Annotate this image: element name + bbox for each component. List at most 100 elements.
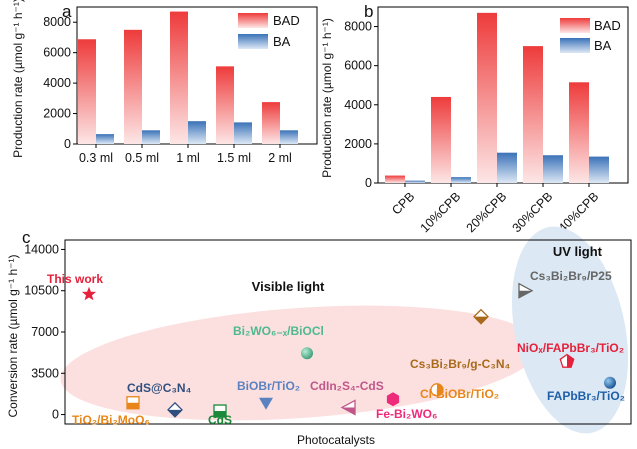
panel-a-legend: BAD BA — [238, 13, 300, 49]
marker-fill — [474, 316, 488, 324]
panel-a-ylabel: Production rate (µmol g⁻¹ h⁻¹) — [11, 0, 25, 158]
bar-ba-1 — [142, 130, 160, 144]
panel-b-ylabel: Production rate (µmol g⁻¹ h⁻¹) — [320, 18, 334, 178]
point-this-work: This work — [47, 272, 103, 301]
label-fe-bi-wo: Fe-Bi₂WO₆ — [376, 407, 437, 421]
bar-bad-4 — [262, 102, 280, 144]
panel-c-xlabel: Photocatalysts — [297, 433, 375, 447]
label-fapbbr-tio: FAPbBr₃/TiO₂ — [547, 389, 625, 403]
point-nio-fapbbr-tio: NiOₓ/FAPbBr₃/TiO₂ — [517, 341, 624, 368]
y-tick-label: 8000 — [43, 15, 71, 29]
uv-light-region — [511, 226, 629, 434]
bar-bad-3 — [216, 66, 234, 144]
y-tick-label: 0 — [64, 137, 71, 151]
visible-light-label: Visible light — [252, 279, 325, 294]
marker-hexagon — [386, 392, 400, 407]
point-fapbbr-tio: FAPbBr₃/TiO₂ — [547, 376, 625, 403]
y-tick-label: 4000 — [344, 98, 372, 112]
marker-fill — [214, 411, 226, 418]
y-tick-label: 3500 — [31, 366, 59, 380]
bar-bad-0 — [78, 39, 96, 144]
panel-c-chart: 0 3500 7000 10500 14000 Conversion rate (µmo… — [6, 226, 632, 447]
panel-a-legend-swatch-ba — [238, 34, 268, 49]
y-tick-label: 10500 — [24, 284, 59, 298]
y-tick-label: 4000 — [43, 76, 71, 90]
label-bi-wo-biocl: Bi₂WO₆₋ₓ/BiOCl — [233, 324, 324, 338]
panel-a-legend-ba: BA — [273, 34, 291, 49]
y-tick-label: 2000 — [344, 137, 372, 151]
x-tick-label: 1 ml — [176, 151, 200, 165]
x-tick-label: 2 ml — [268, 151, 292, 165]
bar-ba-2 — [188, 121, 206, 144]
y-tick-label: 0 — [52, 408, 59, 422]
panel-letter-b: b — [364, 2, 373, 21]
label-biobr-tio: BiOBr/TiO₂ — [237, 379, 300, 393]
bar-ba-4 — [280, 130, 298, 144]
bar-ba-0 — [405, 180, 425, 183]
label-cs-bi-br-p25: Cs₃Bi₂Br₉/P25 — [530, 269, 612, 283]
y-tick-label: 0 — [365, 176, 372, 190]
panel-letter-c: c — [22, 228, 31, 247]
marker-triangle — [259, 397, 273, 410]
x-tick-label: 1.5 ml — [217, 151, 251, 165]
bar-ba-4 — [589, 156, 609, 183]
bar-ba-3 — [234, 122, 252, 144]
label-cds: CdS — [208, 413, 232, 427]
y-tick-label: 2000 — [43, 107, 71, 121]
point-biobr-tio: BiOBr/TiO₂ — [237, 379, 300, 410]
point-cs-bi-br-p25: Cs₃Bi₂Br₉/P25 — [518, 269, 612, 299]
panel-b-legend-bad: BAD — [594, 18, 621, 33]
panel-a-legend-swatch-bad — [238, 13, 268, 28]
uv-light-label: UV light — [553, 244, 603, 259]
label-this-work: This work — [47, 272, 103, 286]
label-cs-bi-br-g-c-n: Cs₃Bi₂Br₉/g-C₃N₄ — [410, 357, 511, 371]
panel-b-legend: BAD BA — [560, 18, 621, 53]
visible-light-region — [60, 305, 540, 421]
y-tick-label: 8000 — [344, 20, 372, 34]
point-cdin-s-cds: CdIn₂S₄-CdS — [310, 379, 384, 416]
bar-ba-3 — [543, 155, 563, 183]
label-cds-c-n: CdS@C₃N₄ — [127, 381, 192, 395]
label-nio-fapbbr-tio: NiOₓ/FAPbBr₃/TiO₂ — [517, 341, 624, 355]
bar-ba-1 — [451, 177, 471, 183]
y-tick-label: 6000 — [344, 59, 372, 73]
x-tick-label: CPB — [389, 189, 417, 217]
bar-bad-4 — [569, 82, 589, 183]
marker-fill — [519, 290, 532, 298]
point-cds-c-n: CdS@C₃N₄ — [127, 381, 192, 418]
bar-bad-2 — [170, 11, 188, 145]
bar-bad-2 — [477, 12, 497, 183]
panel-c-ylabel: Conversion rate (µmol g⁻¹ h⁻¹) — [6, 255, 20, 418]
y-tick-label: 7000 — [31, 325, 59, 339]
bar-bad-1 — [431, 96, 451, 183]
bar-ba-2 — [497, 152, 517, 183]
y-tick-label: 6000 — [43, 46, 71, 60]
panel-b-legend-swatch-bad — [560, 18, 590, 33]
marker-fill — [342, 407, 355, 415]
bar-bad-1 — [124, 29, 142, 144]
marker-circle — [604, 376, 616, 389]
x-tick-label: 10%CPB — [418, 189, 464, 235]
x-tick-label: 0.3 ml — [79, 151, 113, 165]
panel-letter-a: a — [62, 2, 72, 21]
panel-a-legend-bad: BAD — [273, 13, 300, 28]
panel-b-legend-ba: BA — [594, 38, 612, 53]
marker-fill — [437, 383, 443, 396]
x-tick-label: 20%CPB — [464, 189, 510, 235]
label-cdin-s-cds: CdIn₂S₄-CdS — [310, 379, 384, 393]
bar-bad-3 — [523, 46, 543, 183]
panel-b-legend-swatch-ba — [560, 38, 590, 53]
marker-fill — [127, 402, 139, 409]
point-tio-bi-moo: TiO₂/Bi₂MoO₆ — [72, 396, 150, 427]
bar-bad-0 — [385, 175, 405, 183]
label-cl-biobr-tio: Cl-BiOBr/TiO₂ — [420, 387, 499, 401]
bar-ba-0 — [96, 134, 114, 144]
point-bi-wo-biocl: Bi₂WO₆₋ₓ/BiOCl — [233, 324, 324, 360]
x-tick-label: 0.5 ml — [125, 151, 159, 165]
marker-star — [81, 286, 97, 301]
point-cl-biobr-tio: Cl-BiOBr/TiO₂ — [420, 383, 499, 401]
marker-fill — [168, 409, 182, 417]
point-cs-bi-br-g-c-n: Cs₃Bi₂Br₉/g-C₃N₄ — [410, 308, 511, 371]
